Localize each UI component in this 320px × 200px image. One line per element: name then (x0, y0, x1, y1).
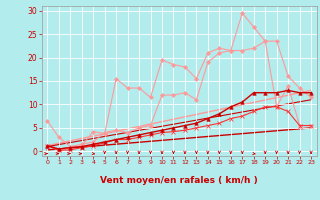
X-axis label: Vent moyen/en rafales ( km/h ): Vent moyen/en rafales ( km/h ) (100, 176, 258, 185)
